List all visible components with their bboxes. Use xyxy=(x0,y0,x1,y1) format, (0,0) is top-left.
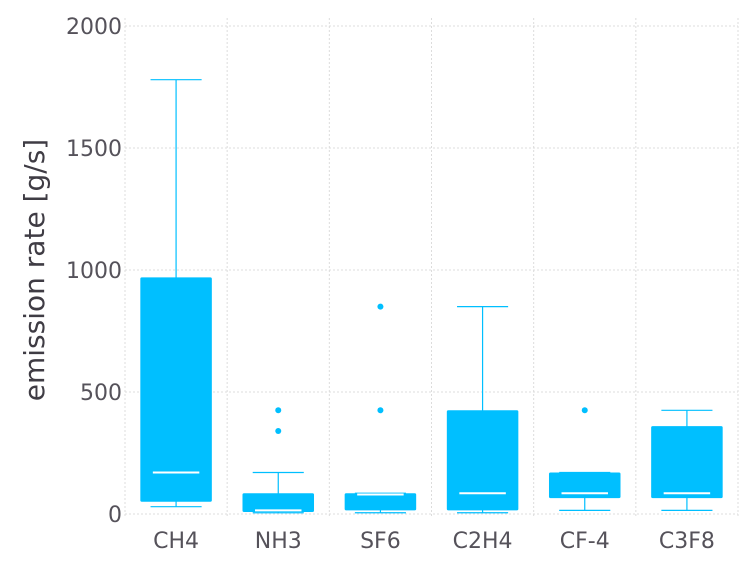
box-ch4 xyxy=(140,79,212,508)
x-tick-label: CH4 xyxy=(153,529,199,554)
boxes xyxy=(140,79,723,514)
y-tick-label: 1000 xyxy=(66,259,122,284)
box-body xyxy=(651,426,723,499)
box-body xyxy=(548,472,621,499)
x-tick-label: SF6 xyxy=(360,529,401,554)
x-tick-label: CF-4 xyxy=(560,529,610,554)
outlier-point xyxy=(275,428,282,435)
y-axis-ticks: 0 500 1000 1500 2000 xyxy=(66,15,122,528)
outlier-point xyxy=(377,407,384,414)
y-axis-label: emission rate [g/s] xyxy=(18,139,51,401)
box-nh3 xyxy=(242,407,315,514)
x-tick-label: C2H4 xyxy=(453,529,513,554)
y-tick-label: 2000 xyxy=(66,15,122,40)
outlier-point xyxy=(581,407,588,414)
outlier-point xyxy=(377,303,384,310)
box-sf6 xyxy=(344,303,417,514)
outlier-point xyxy=(275,407,282,414)
y-tick-label: 0 xyxy=(108,503,122,528)
grid xyxy=(124,18,739,518)
box-body xyxy=(242,493,315,513)
y-tick-label: 500 xyxy=(80,381,122,406)
box-cf-4 xyxy=(548,407,621,511)
box-body xyxy=(140,277,212,502)
x-axis-ticks: CH4 NH3 SF6 C2H4 CF-4 C3F8 xyxy=(153,529,715,554)
x-tick-label: NH3 xyxy=(255,529,302,554)
box-c3f8 xyxy=(651,409,723,511)
box-body xyxy=(344,493,417,511)
box-body xyxy=(446,410,519,511)
box-c2h4 xyxy=(446,306,519,514)
x-tick-label: C3F8 xyxy=(659,529,715,554)
y-tick-label: 1500 xyxy=(66,137,122,162)
